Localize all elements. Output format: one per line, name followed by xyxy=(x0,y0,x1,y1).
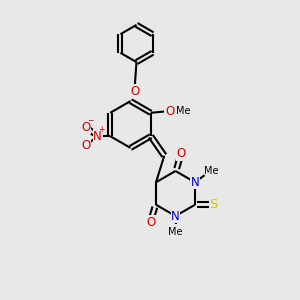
Text: O: O xyxy=(146,216,155,229)
Text: Me: Me xyxy=(168,226,183,237)
Text: O: O xyxy=(165,105,174,118)
Text: O: O xyxy=(82,139,91,152)
Text: N: N xyxy=(171,209,180,223)
Text: Me: Me xyxy=(204,166,219,176)
Text: −: − xyxy=(87,116,93,125)
Text: N: N xyxy=(190,176,200,189)
Text: +: + xyxy=(98,125,105,134)
Text: S: S xyxy=(209,198,218,211)
Text: Me: Me xyxy=(176,106,190,116)
Text: O: O xyxy=(130,85,140,98)
Text: N: N xyxy=(93,130,102,143)
Text: O: O xyxy=(82,121,91,134)
Text: O: O xyxy=(176,147,185,160)
